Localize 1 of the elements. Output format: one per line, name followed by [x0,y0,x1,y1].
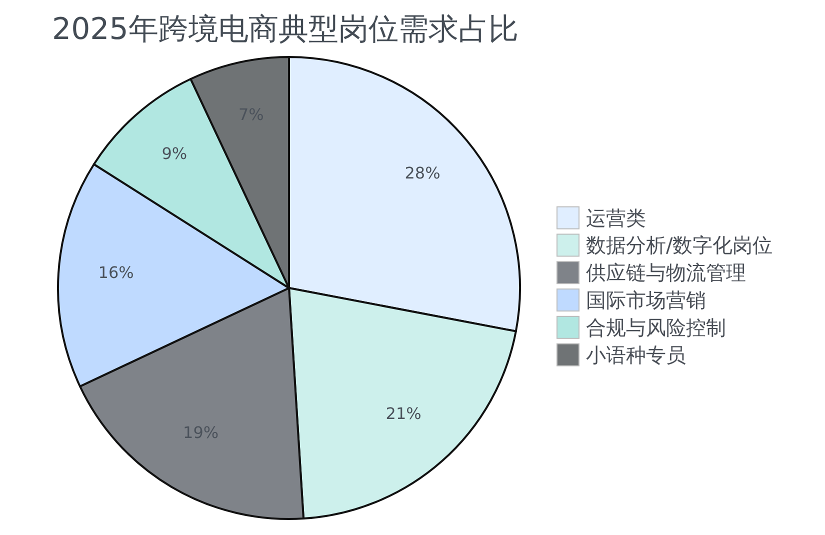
title: 2025年跨境电商典型岗位需求占比 [52,12,518,47]
